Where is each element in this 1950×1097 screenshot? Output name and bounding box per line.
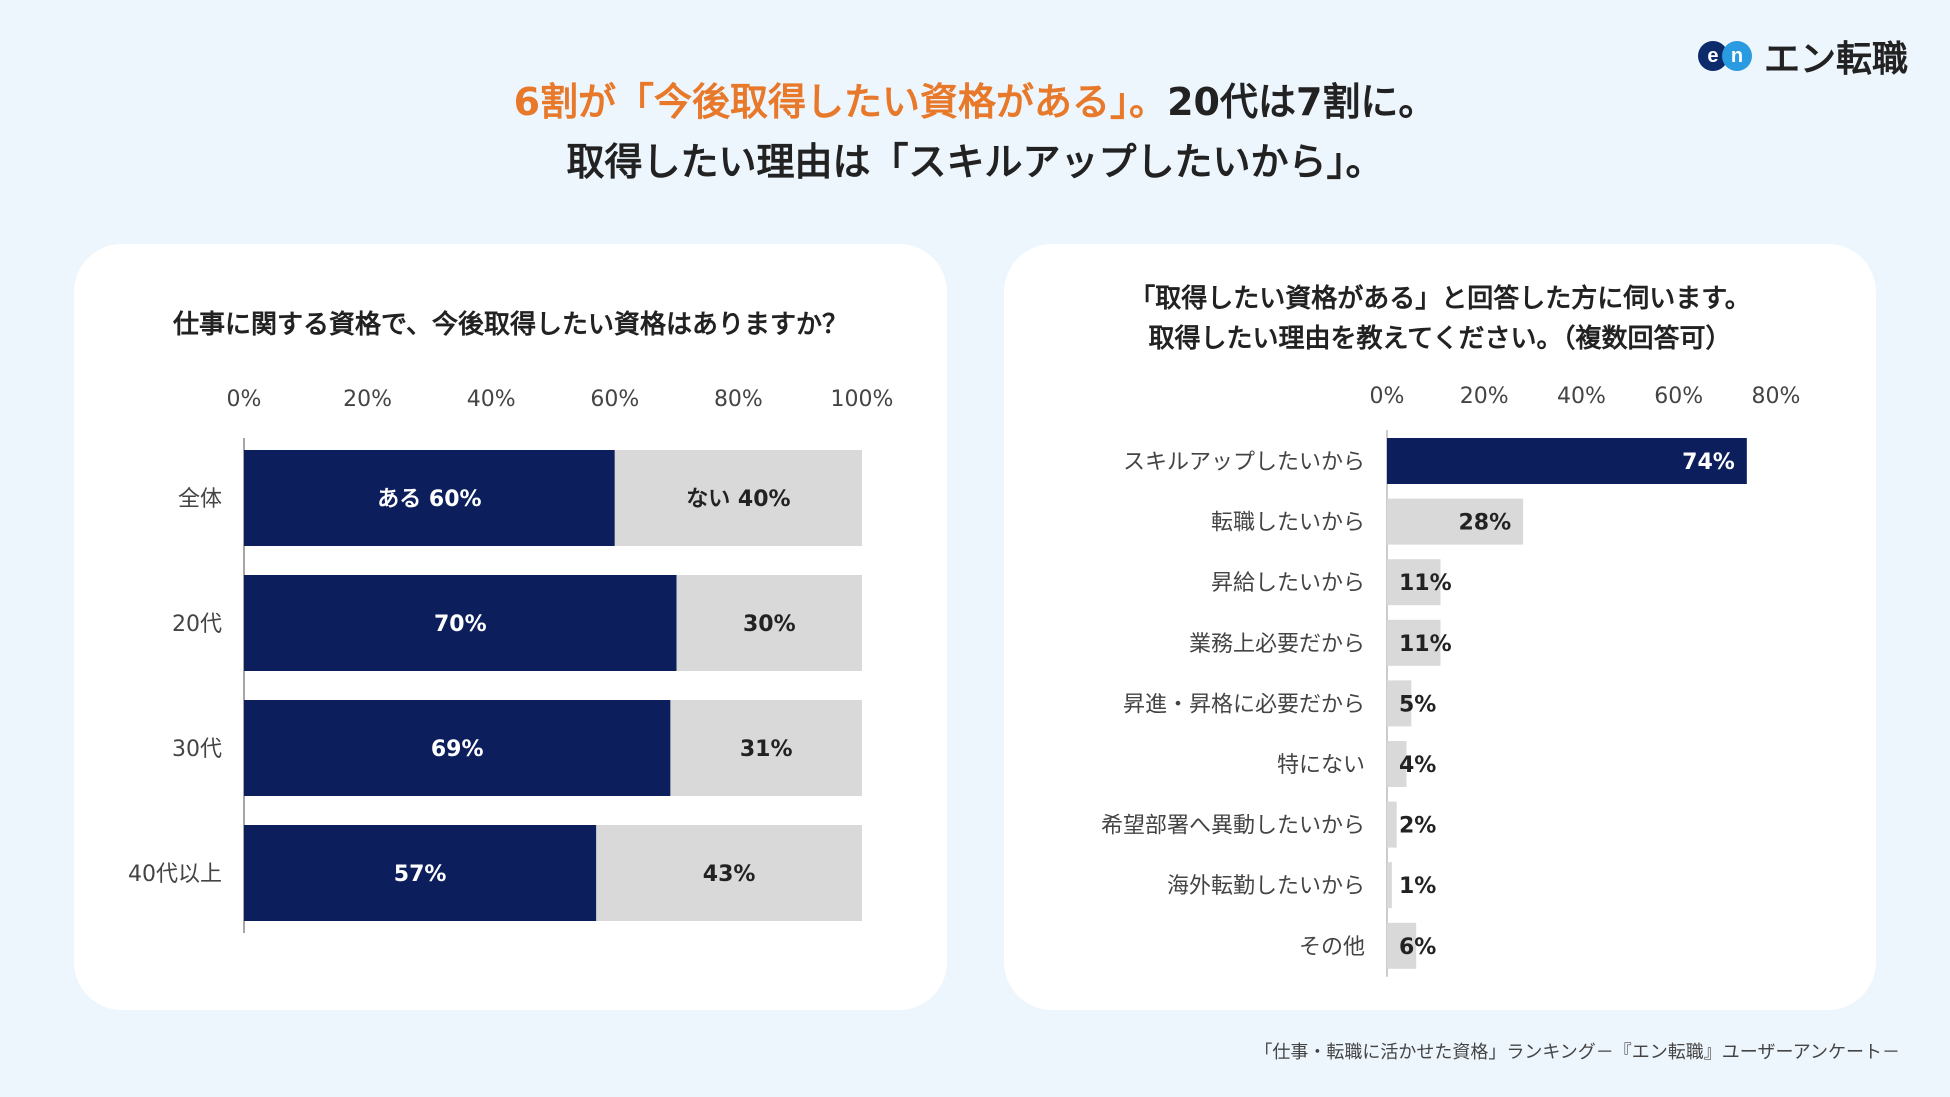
category-label: スキルアップしたいから <box>1123 450 1365 475</box>
right-chart-card: 「取得したい資格がある」と回答した方に伺います。 取得したい理由を教えてください… <box>1004 244 1876 1010</box>
headline-accent: 6割が「今後取得したい資格がある」。 <box>513 80 1168 124</box>
bar-data-label: 28% <box>1458 511 1511 536</box>
category-label: 全体 <box>178 487 222 512</box>
bar-data-label: 2% <box>1399 814 1436 839</box>
x-tick-label: 20% <box>1460 384 1509 409</box>
category-label: 希望部署へ異動したいから <box>1101 814 1365 839</box>
source-note: 「仕事・転職に活かせた資格」ランキング－『エン転職』ユーザーアンケート－ <box>1254 1042 1900 1063</box>
bar <box>1387 680 1412 727</box>
stacked-bar-chart-svg: 0% 20% 40% 60% 80% 100% 全体 ある 60% ない 40% 20代 70% 30… <box>128 387 894 933</box>
logo-text: エン転職 <box>1763 39 1908 80</box>
left-chart-card: 仕事に関する資格で、今後取得したい資格はありますか？ 0% 20% 40% 60% 80… <box>74 244 947 1010</box>
bar-data-label: 11% <box>1399 632 1452 657</box>
category-label: 昇給したいから <box>1211 571 1365 596</box>
headline-rest: 20代は7割に。 <box>1167 80 1437 124</box>
x-tick-label: 40% <box>1557 384 1606 409</box>
headline-line-1: 6割が「今後取得したい資格がある」。 20代は7割に。 <box>0 72 1950 132</box>
bar <box>1387 438 1747 484</box>
headline: 6割が「今後取得したい資格がある」。 20代は7割に。 取得したい理由は「スキル… <box>0 72 1950 192</box>
category-label: 40代以上 <box>128 862 222 887</box>
bar-data-label: 30% <box>743 612 796 637</box>
bar-segment-ある <box>244 450 615 546</box>
x-tick-label: 100% <box>831 387 894 412</box>
x-tick-label: 40% <box>467 387 516 412</box>
bar-data-label: 5% <box>1399 692 1436 717</box>
bar-data-label: 11% <box>1399 571 1452 596</box>
bar-data-label: 74% <box>1682 450 1735 475</box>
category-label: 昇進・昇格に必要だから <box>1123 692 1365 717</box>
bar-segment-ない <box>614 450 862 546</box>
right-chart-title-line-2: 取得したい理由を教えてください。（複数回答可） <box>1148 324 1732 354</box>
bar-data-label: 31% <box>740 737 793 762</box>
reasons-bar-chart: 0% 20% 40% 60% 80% スキルアップしたいから 74% 転職したいから 28% 昇給… <box>1004 244 1876 1010</box>
bar-data-label: ある 60% <box>377 487 481 512</box>
bar <box>1387 801 1397 848</box>
left-chart-title: 仕事に関する資格で、今後取得したい資格はありますか？ <box>173 310 848 340</box>
bar <box>1387 619 1441 666</box>
bar-data-label: 1% <box>1399 874 1436 899</box>
right-chart-title: 「取得したい資格がある」と回答した方に伺います。 取得したい理由を教えてください… <box>1004 279 1876 359</box>
en-tenshoku-logo: e n エン転職 <box>1697 30 1908 82</box>
bar-segment-ない <box>670 700 862 796</box>
x-tick-label: 20% <box>343 387 392 412</box>
category-label: 海外転勤したいから <box>1167 874 1365 899</box>
x-tick-label: 0% <box>1370 384 1405 409</box>
category-label: 特にない <box>1277 753 1365 778</box>
bar-segment-ある <box>244 575 677 671</box>
x-tick-label: 0% <box>227 387 262 412</box>
bar-data-label: 70% <box>434 612 487 637</box>
right-chart-title-line-1: 「取得したい資格がある」と回答した方に伺います。 <box>1129 284 1751 314</box>
bar <box>1387 559 1441 606</box>
bar <box>1387 862 1392 909</box>
category-label: 20代 <box>172 612 222 637</box>
logo-mark: e n <box>1697 41 1752 71</box>
bar <box>1387 498 1524 545</box>
bar <box>1387 741 1407 787</box>
bar-data-label: 69% <box>431 737 484 762</box>
bar <box>1387 922 1417 969</box>
category-label: 転職したいから <box>1211 511 1365 536</box>
category-label: その他 <box>1299 935 1365 960</box>
x-tick-label: 80% <box>714 387 763 412</box>
x-tick-label: 60% <box>590 387 639 412</box>
stacked-bar-chart: 0% 20% 40% 60% 80% 100% 全体 ある 60% ない 40% 20代 70% 30… <box>74 244 947 1010</box>
reasons-bar-chart-svg: 0% 20% 40% 60% 80% スキルアップしたいから 74% 転職したいから 28% 昇給… <box>1101 384 1801 977</box>
bar-segment-ない <box>596 825 862 921</box>
bar-data-label: 6% <box>1399 935 1436 960</box>
bar-data-label: 57% <box>394 862 447 887</box>
x-tick-label: 60% <box>1654 384 1703 409</box>
bar-segment-ある <box>244 700 671 796</box>
category-label: 30代 <box>172 737 222 762</box>
logo-mark-n: n <box>1721 41 1752 71</box>
bar-segment-ない <box>676 575 862 671</box>
x-tick-label: 80% <box>1752 384 1801 409</box>
category-label: 業務上必要だから <box>1189 632 1365 657</box>
bar-data-label: 43% <box>703 862 756 887</box>
headline-line-2: 取得したい理由は「スキルアップしたいから」。 <box>566 140 1384 184</box>
bar-data-label: ない 40% <box>686 487 790 512</box>
bar-data-label: 4% <box>1399 753 1436 778</box>
bar-segment-ある <box>244 825 597 921</box>
